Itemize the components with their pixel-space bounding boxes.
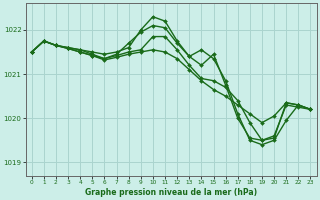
X-axis label: Graphe pression niveau de la mer (hPa): Graphe pression niveau de la mer (hPa) <box>85 188 257 197</box>
